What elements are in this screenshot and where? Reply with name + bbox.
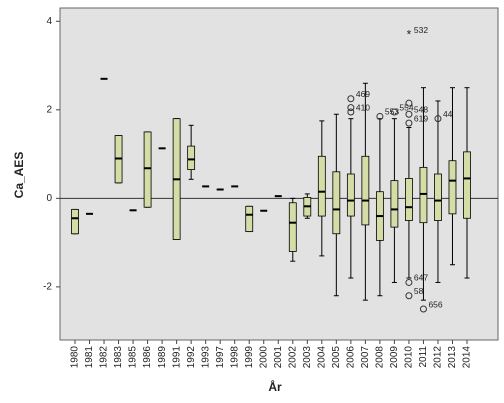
x-tick-label: 1999 [244, 346, 255, 369]
box [463, 151, 471, 219]
box [187, 145, 196, 170]
x-tick-label: 2011 [418, 346, 429, 368]
box [71, 209, 79, 235]
box [419, 166, 428, 224]
x-tick-label: 2009 [389, 346, 400, 369]
outlier-star: * [407, 28, 412, 42]
x-tick-label: 2013 [447, 346, 458, 369]
y-tick-label: 4 [46, 16, 52, 27]
outlier [434, 115, 442, 123]
y-tick-label: 0 [46, 193, 52, 204]
outlier-label: 656 [428, 299, 442, 309]
x-tick-label: 1992 [186, 346, 197, 369]
x-tick-label: 2000 [258, 346, 269, 369]
x-tick-label: 1998 [229, 346, 240, 369]
x-tick-label: 1989 [157, 346, 168, 369]
outlier-label: 58 [414, 286, 424, 296]
box [390, 180, 399, 228]
x-tick-label: 2004 [316, 346, 327, 369]
box [245, 205, 254, 232]
outlier [405, 110, 413, 118]
outlier [390, 108, 398, 116]
x-tick-label: 1980 [70, 346, 81, 369]
outlier [405, 278, 413, 286]
x-tick-label: 2006 [345, 346, 356, 369]
outlier-label: 553 [385, 107, 399, 117]
box [288, 202, 297, 252]
x-tick-label: 2002 [287, 346, 298, 369]
plot-area [59, 7, 499, 341]
outlier [347, 104, 355, 112]
x-tick-label: 1991 [171, 346, 182, 369]
box [332, 171, 341, 235]
outlier-label: 619 [414, 113, 428, 123]
box [434, 173, 442, 221]
x-tick-label: 2014 [462, 346, 473, 369]
x-tick-label: 2005 [331, 346, 342, 369]
x-tick-label: 1982 [99, 346, 110, 369]
box [361, 155, 370, 226]
x-tick-label: 2007 [360, 346, 371, 369]
outlier-label: 532 [414, 25, 428, 35]
x-tick-label: 2008 [375, 346, 386, 369]
outlier-label: 548 [414, 104, 428, 114]
box [346, 173, 355, 217]
x-tick-label: 1986 [142, 346, 153, 369]
box [143, 131, 152, 208]
outlier-label: 554 [399, 102, 413, 112]
x-tick-label: 1983 [113, 346, 124, 369]
outlier [376, 112, 384, 120]
x-tick-label: 2010 [404, 346, 415, 369]
outlier [405, 292, 413, 300]
box [448, 160, 457, 215]
x-tick-label: 1997 [215, 346, 226, 369]
outlier [405, 99, 413, 107]
x-tick-label: 1993 [200, 346, 211, 369]
x-tick-label: 2012 [433, 346, 444, 369]
outlier-label: 410 [356, 102, 370, 112]
x-tick-label: 1981 [84, 346, 95, 369]
y-tick-label: -2 [43, 282, 52, 293]
y-tick-label: 2 [46, 104, 52, 115]
outlier [405, 119, 413, 127]
outlier [347, 108, 355, 116]
box [405, 178, 413, 221]
y-axis-label: Ca_AES [12, 152, 26, 199]
x-axis-label: År [268, 379, 282, 394]
box [317, 155, 326, 217]
outlier-label: 469 [356, 89, 370, 99]
outlier [347, 95, 355, 103]
outlier-label: 44 [443, 109, 453, 119]
x-tick-label: 2001 [273, 346, 284, 369]
x-tick-label: 2003 [302, 346, 313, 369]
outlier-label: 647 [414, 273, 428, 283]
x-tick-label: 1985 [128, 346, 139, 369]
outlier [419, 305, 427, 313]
